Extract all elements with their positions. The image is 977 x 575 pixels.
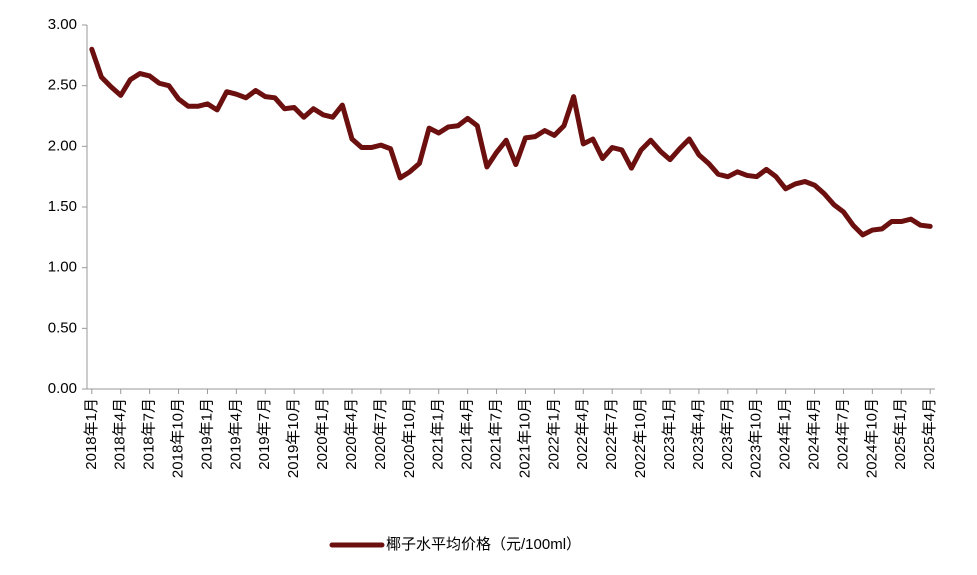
- x-tick-label: 2019年4月: [227, 398, 244, 470]
- y-tick-label: 1.50: [48, 198, 77, 215]
- x-tick-label: 2024年10月: [863, 398, 880, 478]
- x-tick-label: 2025年1月: [892, 398, 909, 470]
- y-tick-label: 3.00: [48, 16, 77, 33]
- legend-label: 椰子水平均价格（元/100ml）: [386, 536, 581, 553]
- x-tick-label: 2019年10月: [285, 398, 302, 478]
- x-tick-label: 2024年7月: [834, 398, 851, 470]
- y-tick-label: 2.00: [48, 137, 77, 154]
- y-tick-label: 1.00: [48, 259, 77, 276]
- y-tick-label: 2.50: [48, 77, 77, 94]
- x-tick-label: 2020年7月: [372, 398, 389, 470]
- x-tick-label: 2018年1月: [83, 398, 100, 470]
- x-tick-label: 2020年10月: [401, 398, 418, 478]
- y-tick-label: 0.00: [48, 380, 77, 397]
- y-tick-label: 0.50: [48, 319, 77, 336]
- x-tick-label: 2023年10月: [748, 398, 765, 478]
- x-tick-label: 2024年4月: [806, 398, 823, 470]
- x-tick-label: 2019年7月: [256, 398, 273, 470]
- x-tick-label: 2022年10月: [632, 398, 649, 478]
- x-tick-label: 2021年1月: [430, 398, 447, 470]
- x-tick-label: 2020年1月: [314, 398, 331, 470]
- line-series: [89, 46, 933, 238]
- x-tick-label: 2025年4月: [921, 398, 938, 470]
- x-tick-label: 2022年1月: [545, 398, 562, 470]
- x-tick-label: 2024年1月: [777, 398, 794, 470]
- x-tick-label: 2023年7月: [719, 398, 736, 470]
- x-tick-label: 2020年4月: [343, 398, 360, 470]
- x-tick-label: 2019年1月: [198, 398, 215, 470]
- x-tick-label: 2023年4月: [690, 398, 707, 470]
- x-tick-label: 2018年10月: [170, 398, 187, 478]
- x-tick-label: 2018年7月: [141, 398, 158, 470]
- x-tick-label: 2021年4月: [459, 398, 476, 470]
- x-tick-label: 2018年4月: [112, 398, 129, 470]
- x-tick-label: 2022年7月: [603, 398, 620, 470]
- x-tick-label: 2022年4月: [574, 398, 591, 470]
- x-tick-label: 2021年7月: [488, 398, 505, 470]
- x-tick-label: 2023年1月: [661, 398, 678, 470]
- x-tick-label: 2021年10月: [516, 398, 533, 478]
